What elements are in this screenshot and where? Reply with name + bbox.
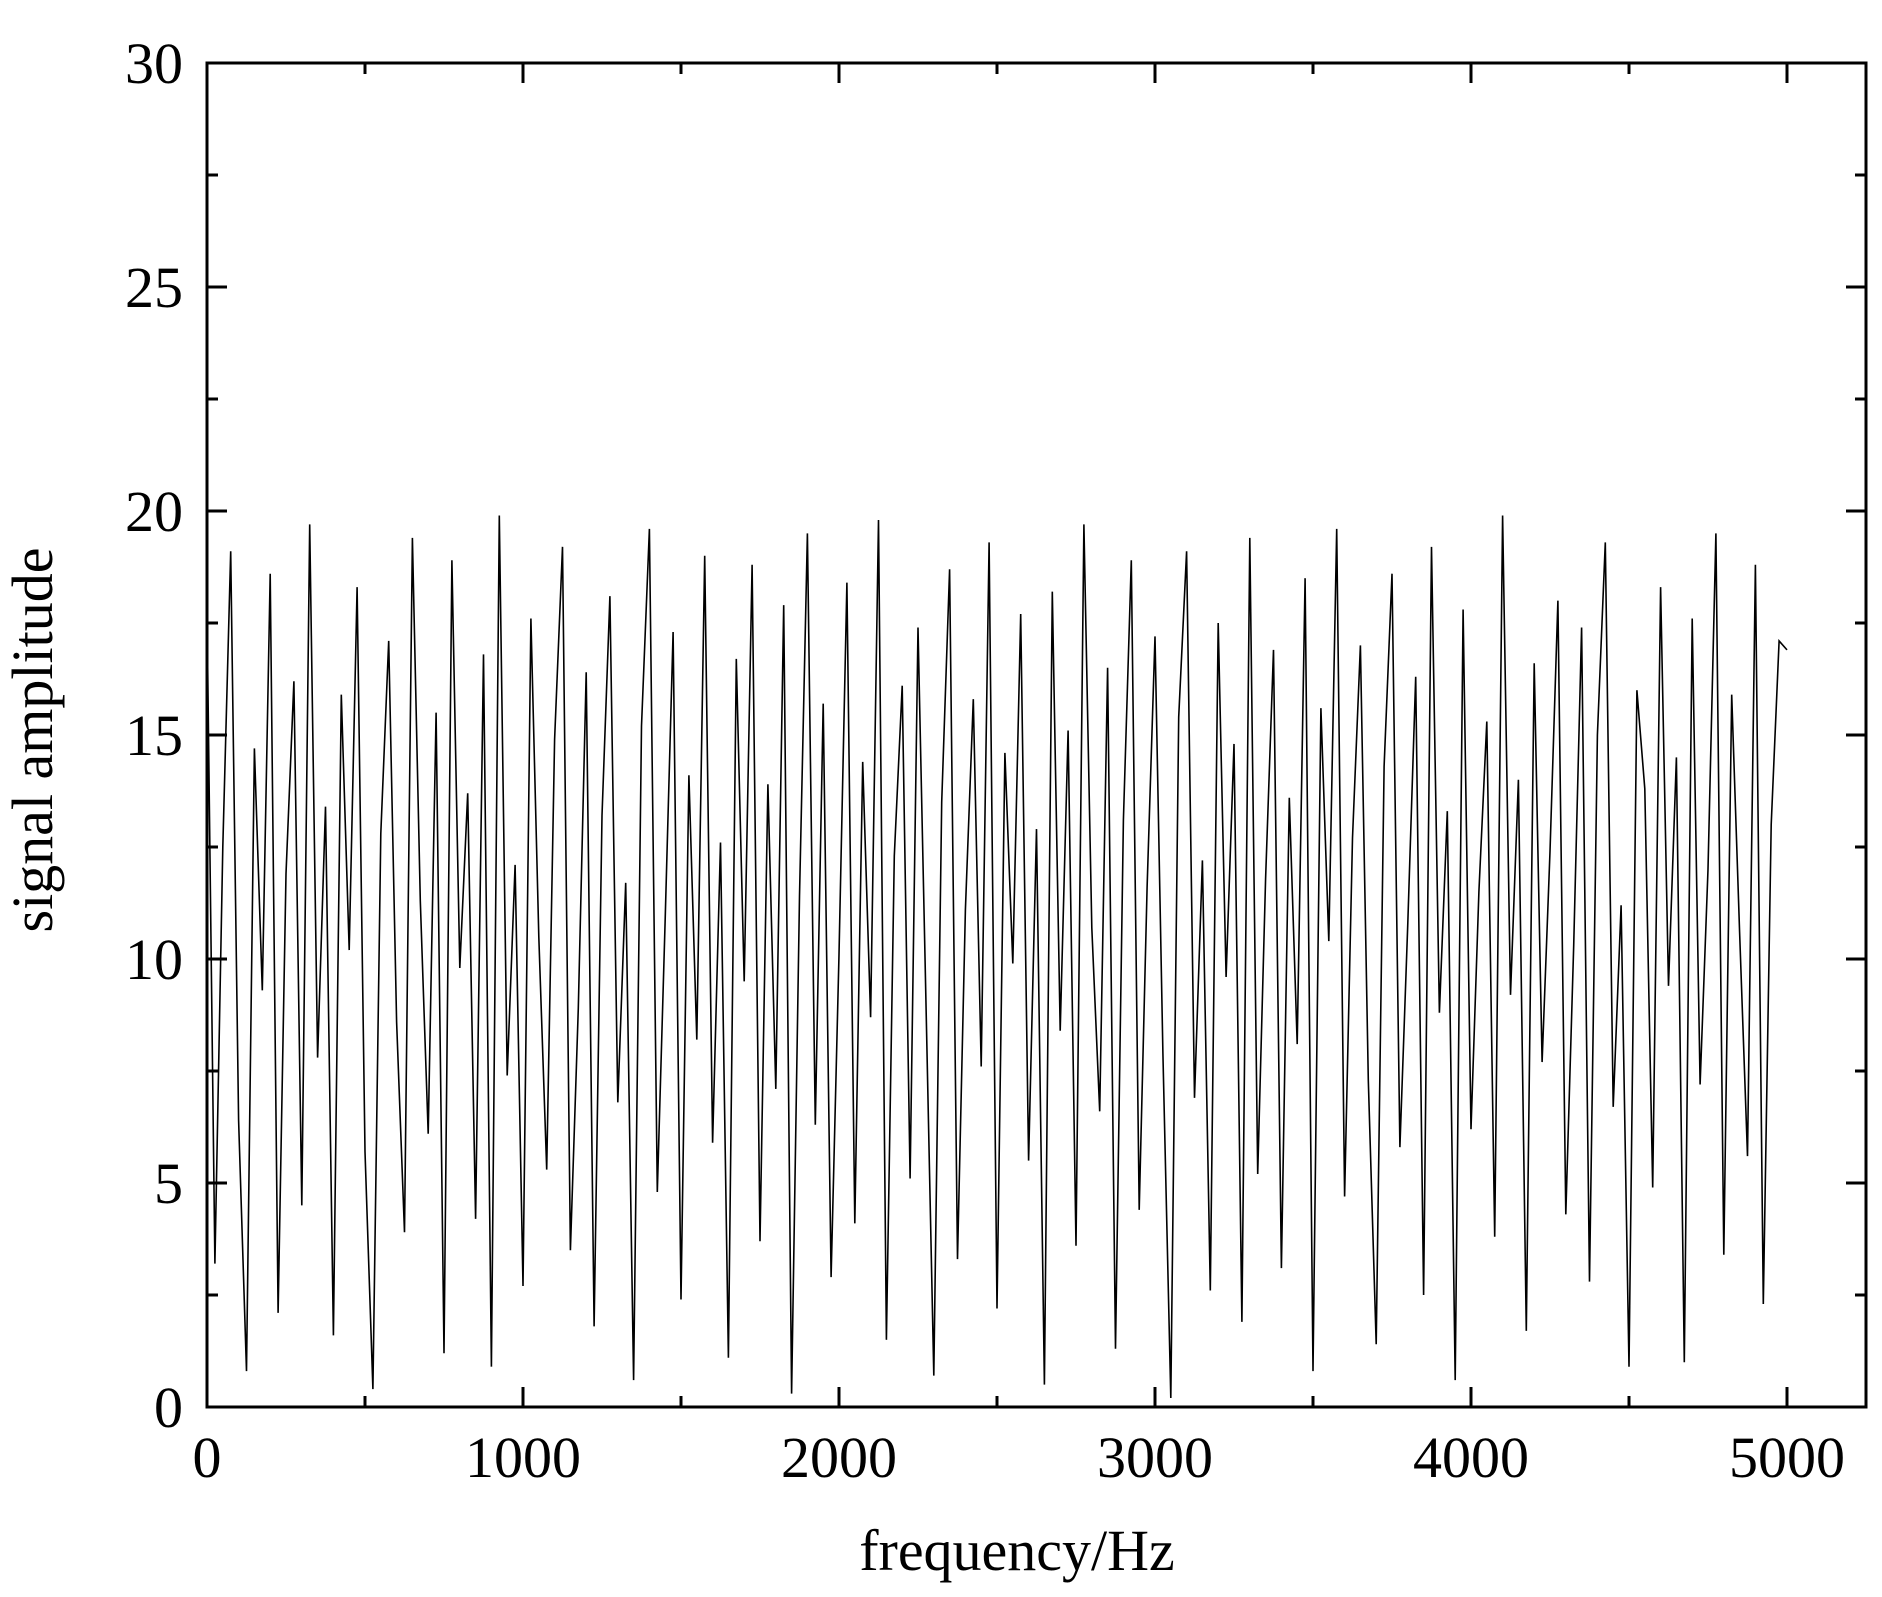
- x-tick-label: 5000: [1729, 1425, 1845, 1490]
- plot-frame: [205, 61, 1868, 1409]
- x-axis-label: frequency/Hz: [859, 1518, 1175, 1583]
- data-line: [206, 515, 1788, 1399]
- y-tick-label: 20: [125, 479, 183, 544]
- y-tick-label: 30: [125, 31, 183, 96]
- y-tick-label: 15: [125, 703, 183, 768]
- x-tick-label: 2000: [781, 1425, 897, 1490]
- x-tick-label: 1000: [465, 1425, 581, 1490]
- x-tick-label: 0: [193, 1425, 222, 1490]
- y-tick-label: 5: [154, 1151, 183, 1216]
- x-tick-label: 4000: [1413, 1425, 1529, 1490]
- y-axis-label: signal amplitude: [0, 548, 65, 933]
- y-tick-label: 25: [125, 255, 183, 320]
- x-tick-label: 3000: [1097, 1425, 1213, 1490]
- y-tick-label: 10: [125, 927, 183, 992]
- y-tick-label: 0: [154, 1375, 183, 1440]
